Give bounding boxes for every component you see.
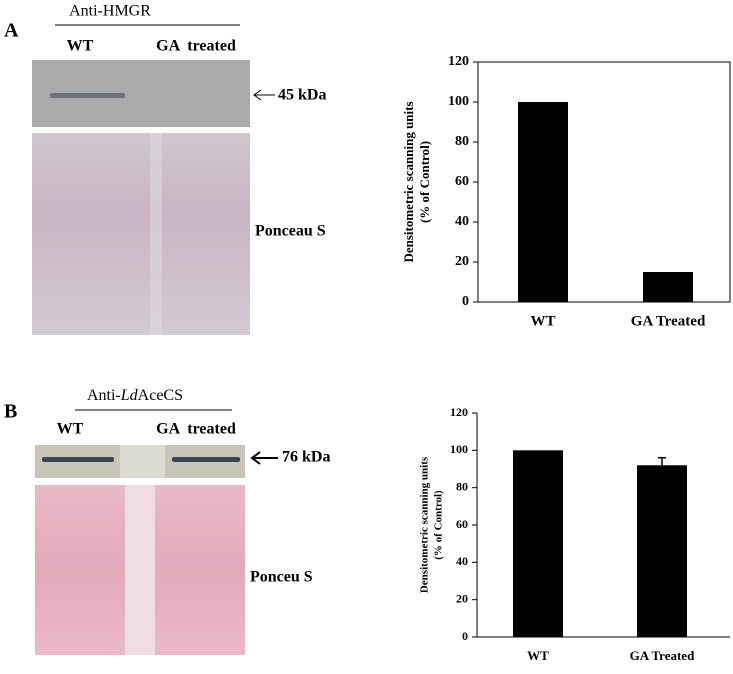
lane-label: WT <box>57 421 84 438</box>
arrow <box>253 89 275 101</box>
panel-letter: A <box>4 20 19 42</box>
stain-label: Ponceau S <box>255 223 326 240</box>
lane-label: GA treated <box>156 38 236 55</box>
x-tick-label: GA Treated <box>630 648 695 663</box>
y-tick-label: 120 <box>448 54 469 69</box>
y-tick-label: 40 <box>456 554 468 568</box>
antibody-label: Anti-LdAceCS <box>87 387 183 404</box>
lane-gap <box>125 485 155 655</box>
y-axis-label: Densitometric scanning units <box>419 456 431 593</box>
lane-label: GA treated <box>156 421 236 438</box>
band <box>50 93 125 98</box>
error-bar <box>658 457 666 466</box>
bar <box>513 450 563 637</box>
bar <box>518 102 568 302</box>
x-tick-label: GA Treated <box>631 313 706 329</box>
y-axis-label: Densitometric scanning units <box>401 101 416 262</box>
y-tick-label: 100 <box>450 442 468 456</box>
band <box>42 457 114 462</box>
y-tick-label: 0 <box>462 294 469 309</box>
band <box>172 457 240 462</box>
plot-frame <box>477 61 731 303</box>
lane-label: WT <box>67 38 94 55</box>
panel-letter: B <box>4 401 17 423</box>
bar <box>637 465 687 637</box>
y-tick-label: 20 <box>456 591 468 605</box>
marker-label: 76 kDa <box>282 449 330 466</box>
stain-label: Ponceu S <box>250 569 313 586</box>
y-tick-label: 40 <box>455 214 469 229</box>
y-tick-label: 60 <box>455 174 469 189</box>
y-tick-label: 120 <box>450 405 468 419</box>
y-tick-label: 0 <box>462 629 468 643</box>
x-tick-label: WT <box>527 648 549 663</box>
ponceau-stain <box>32 133 250 335</box>
y-tick-label: 80 <box>455 134 469 149</box>
lane-gap <box>150 133 162 335</box>
y-tick-label: 80 <box>456 479 468 493</box>
y-axis-label: (% of Control) <box>417 141 432 223</box>
bar <box>643 272 693 302</box>
x-tick-label: WT <box>530 313 555 329</box>
arrow <box>250 451 278 465</box>
y-axis-label: (% of Control) <box>433 490 445 560</box>
y-tick-label: 20 <box>455 254 469 269</box>
lane-gap <box>120 445 165 478</box>
y-tick-label: 60 <box>456 517 468 531</box>
y-tick-label: 100 <box>448 94 469 109</box>
marker-label: 45 kDa <box>278 87 326 104</box>
antibody-label: Anti-HMGR <box>69 3 151 20</box>
